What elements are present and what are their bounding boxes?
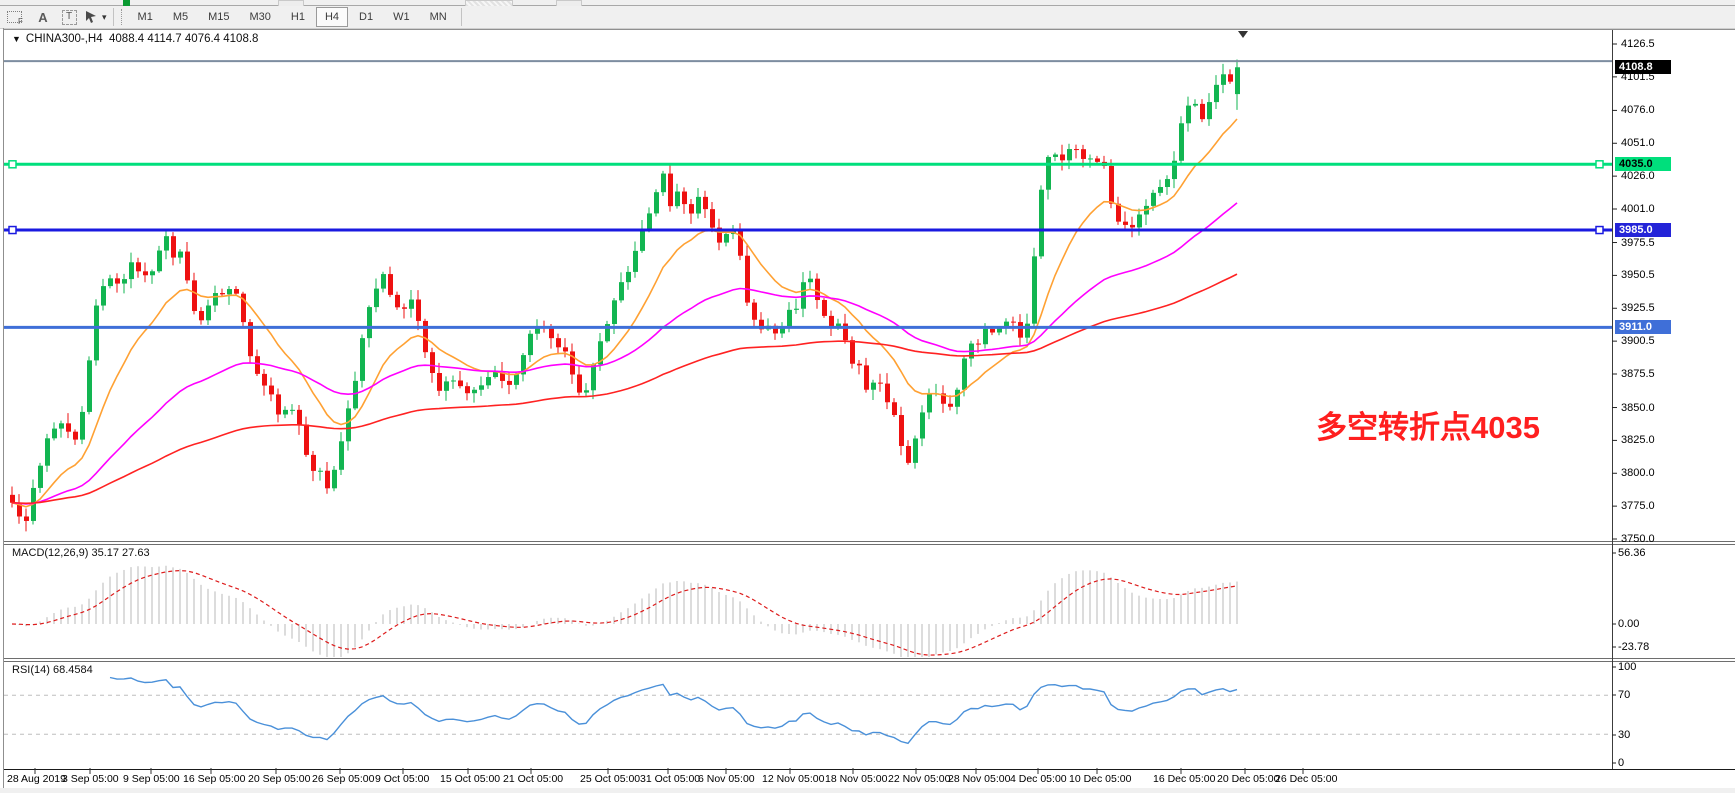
status-strip bbox=[0, 788, 1735, 793]
price-tick-label: 3950.5 bbox=[1621, 269, 1655, 282]
blue-hline-3985-handle[interactable] bbox=[8, 225, 17, 235]
toolbar-remnant bbox=[465, 0, 513, 6]
indicator-tick-label: 70 bbox=[1618, 689, 1631, 701]
timeframe-m30[interactable]: M30 bbox=[249, 11, 271, 23]
price-tick-label: 3975.5 bbox=[1621, 236, 1655, 249]
date-tick-label: 28 Nov 05:00 bbox=[948, 773, 1011, 785]
ohlc-readout: 4088.4 4114.7 4076.4 4108.8 bbox=[109, 33, 259, 45]
current-price-badge: 4108.8 bbox=[1615, 60, 1671, 75]
indicator-tick-label: 30 bbox=[1618, 729, 1631, 741]
dropdown-caret-icon: ▾ bbox=[102, 11, 107, 22]
timeframe-h1[interactable]: H1 bbox=[290, 11, 305, 23]
symbol-period-label: CHINA300-,H4 bbox=[25, 33, 103, 45]
indicator-tick-label: 100 bbox=[1618, 661, 1637, 673]
dot-grid bbox=[7, 11, 23, 23]
indicator-tick-label: 56.36 bbox=[1618, 547, 1646, 559]
price-tick-label: 4051.0 bbox=[1621, 137, 1655, 150]
price-tick-label: 3900.5 bbox=[1621, 335, 1655, 348]
toolbar: F A T ▾ M1 M5 M15 M30 H1 H4 D1 W1 MN bbox=[0, 6, 1735, 29]
date-tick-label: 28 Aug 2019 bbox=[7, 773, 66, 785]
chart-header: ▼ CHINA300-,H4 4088.4 4114.7 4076.4 4108.… bbox=[12, 33, 258, 45]
chart-text-annotation[interactable]: 多空转折点4035 bbox=[1316, 410, 1540, 445]
price-tick-label: 3750.0 bbox=[1621, 533, 1655, 545]
indicator-tick-label: -23.78 bbox=[1618, 641, 1650, 653]
date-tick-label: 31 Oct 05:00 bbox=[640, 773, 701, 785]
date-tick-label: 3 Sep 05:00 bbox=[62, 773, 119, 785]
timeframe-m15[interactable]: M15 bbox=[208, 11, 230, 23]
date-tick-label: 15 Oct 05:00 bbox=[440, 773, 501, 785]
blue-hline-3985-badge: 3985.0 bbox=[1615, 223, 1671, 238]
date-tick-label: 6 Nov 05:00 bbox=[698, 773, 755, 785]
toolbar-remnant bbox=[278, 0, 304, 6]
toolbar-remnant bbox=[123, 0, 130, 6]
fibonacci-letter: F bbox=[18, 16, 23, 26]
symbol-caret-icon[interactable]: ▼ bbox=[12, 34, 21, 44]
date-tick-label: 26 Dec 05:00 bbox=[1275, 773, 1338, 785]
price-tick-label: 3875.5 bbox=[1621, 368, 1655, 380]
timeframe-h4[interactable]: H4 bbox=[315, 7, 349, 27]
date-tick-label: 26 Sep 05:00 bbox=[312, 773, 375, 785]
green-hline-4035-handle[interactable] bbox=[8, 160, 17, 169]
date-tick-label: 18 Nov 05:00 bbox=[825, 773, 888, 785]
date-tick-label: 4 Dec 05:00 bbox=[1010, 773, 1067, 785]
price-tick-label: 3825.0 bbox=[1621, 434, 1655, 447]
price-tick-label: 3800.0 bbox=[1621, 467, 1655, 480]
price-tick-label: 3850.0 bbox=[1621, 401, 1655, 414]
date-tick-label: 25 Oct 05:00 bbox=[580, 773, 641, 785]
date-tick-label: 10 Dec 05:00 bbox=[1069, 773, 1132, 785]
toolbar-separator bbox=[460, 8, 462, 26]
rsi-label: RSI(14) 68.4584 bbox=[12, 664, 93, 676]
chart-window-border bbox=[3, 29, 1735, 30]
price-tick-label: 4001.0 bbox=[1621, 203, 1655, 215]
chart-shift-marker-icon[interactable] bbox=[1238, 31, 1248, 38]
text-box-icon[interactable]: T bbox=[58, 7, 80, 27]
timeframe-m1[interactable]: M1 bbox=[137, 11, 153, 23]
timeframe-mn[interactable]: MN bbox=[429, 11, 447, 23]
panel-splitter[interactable] bbox=[4, 658, 1735, 659]
clipped-upper-toolbar bbox=[0, 0, 1735, 6]
panel-splitter[interactable] bbox=[4, 661, 1735, 662]
indicator-tick-label: 0.00 bbox=[1618, 618, 1640, 630]
date-tick-label: 16 Dec 05:00 bbox=[1153, 773, 1216, 785]
price-tick-label: 4076.0 bbox=[1621, 104, 1655, 117]
timeframe-d1[interactable]: D1 bbox=[359, 11, 374, 23]
timeframe-m5[interactable]: M5 bbox=[172, 11, 189, 23]
date-tick-label: 9 Oct 05:00 bbox=[375, 773, 430, 785]
macd-label: MACD(12,26,9) 35.17 27.63 bbox=[12, 547, 150, 559]
price-tick-label: 4126.5 bbox=[1621, 38, 1655, 50]
objects-cursor-icon[interactable]: ▾ bbox=[84, 7, 107, 27]
timeframe-buttons: M1 M5 M15 M30 H1 H4 D1 W1 MN bbox=[128, 6, 457, 28]
blue-hline-3911-badge: 3911.0 bbox=[1615, 320, 1671, 335]
price-tick-label: 4026.0 bbox=[1621, 170, 1655, 183]
time-axis-border bbox=[4, 769, 1735, 770]
chart-window-border bbox=[3, 28, 4, 793]
price-tick-label: 3775.0 bbox=[1621, 500, 1655, 513]
date-tick-label: 22 Nov 05:00 bbox=[888, 773, 951, 785]
toolbar-grip bbox=[120, 9, 125, 25]
cursor-arrow-icon bbox=[86, 11, 96, 23]
price-axis-border bbox=[1612, 30, 1613, 770]
date-tick-label: 20 Sep 05:00 bbox=[248, 773, 311, 785]
date-tick-label: 20 Dec 05:00 bbox=[1217, 773, 1280, 785]
green-hline-4035-handle[interactable] bbox=[1595, 160, 1604, 169]
fibonacci-grid-icon[interactable]: F bbox=[6, 7, 28, 27]
date-tick-label: 9 Sep 05:00 bbox=[123, 773, 180, 785]
toolbar-remnant bbox=[556, 0, 582, 6]
price-tick-label: 3925.5 bbox=[1621, 302, 1655, 315]
text-label-icon[interactable]: A bbox=[38, 9, 48, 25]
date-tick-label: 16 Sep 05:00 bbox=[183, 773, 246, 785]
panel-splitter[interactable] bbox=[4, 544, 1735, 545]
indicator-tick-label: 0 bbox=[1618, 757, 1625, 769]
panel-splitter[interactable] bbox=[4, 541, 1735, 542]
green-hline-4035-badge: 4035.0 bbox=[1615, 157, 1671, 172]
date-tick-label: 21 Oct 05:00 bbox=[503, 773, 564, 785]
toolbar-separator bbox=[112, 8, 114, 26]
blue-hline-3985-handle[interactable] bbox=[1595, 225, 1604, 235]
date-tick-label: 12 Nov 05:00 bbox=[762, 773, 825, 785]
timeframe-w1[interactable]: W1 bbox=[393, 11, 410, 23]
